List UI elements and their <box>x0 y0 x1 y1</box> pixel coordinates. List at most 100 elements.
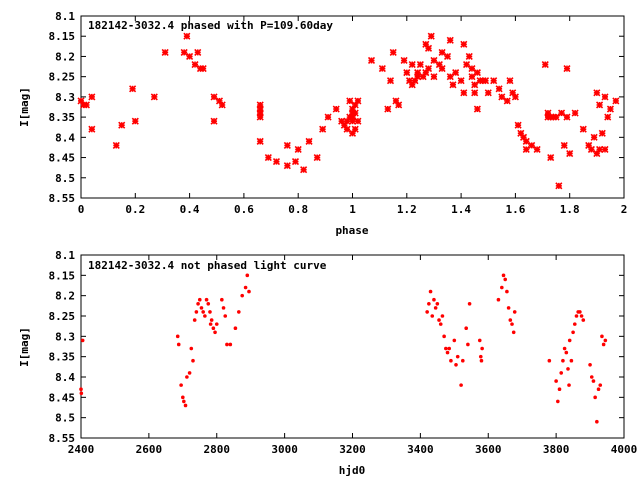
y-tick-label: 8.2 <box>55 290 75 303</box>
data-point <box>505 289 509 294</box>
data-point <box>416 60 424 69</box>
data-point <box>414 69 422 77</box>
data-point <box>563 113 571 121</box>
data-point <box>460 40 468 48</box>
data-point <box>233 326 238 331</box>
data-point <box>150 93 158 101</box>
data-point <box>422 69 430 77</box>
data-point <box>471 89 479 97</box>
data-point <box>606 105 614 113</box>
data-point <box>430 56 438 65</box>
data-point <box>129 85 137 93</box>
data-point <box>590 133 598 141</box>
data-point <box>424 65 433 73</box>
data-point <box>510 322 514 326</box>
data-point <box>455 354 460 359</box>
data-point <box>498 93 506 101</box>
axis-ticks: 2400 2600 2800 3000 3200 3400 3600 3800 4000 8.1 8… <box>49 249 638 456</box>
data-point <box>447 346 452 351</box>
x-tick-label: 0.2 <box>125 203 145 216</box>
data-point <box>511 330 516 335</box>
data-point <box>199 65 207 73</box>
data-point <box>208 322 213 326</box>
data-point <box>579 314 584 318</box>
data-point <box>579 125 587 133</box>
x-axis-label: hjd0 <box>339 464 366 477</box>
y-tick-label: 8.55 <box>49 432 76 445</box>
data-point <box>496 297 501 302</box>
data-point <box>612 97 620 105</box>
data-point <box>354 117 362 125</box>
data-point <box>118 121 126 129</box>
y-axis-label: I[mag] <box>18 327 31 367</box>
data-point <box>300 166 308 174</box>
x-tick-label: 1.6 <box>505 203 525 216</box>
data-point <box>557 109 566 117</box>
x-tick-label: 4000 <box>611 443 638 456</box>
data-point <box>471 81 479 89</box>
data-point <box>324 113 332 121</box>
y-tick-label: 8.15 <box>49 269 76 282</box>
y-tick-label: 8.5 <box>55 412 75 425</box>
data-point <box>272 158 281 166</box>
data-point <box>604 113 612 121</box>
data-point <box>264 153 272 162</box>
x-axis-label: phase <box>335 224 368 237</box>
phased-light-curve-panel: 182142-3032.4 phased with P=109.60day ph… <box>18 10 627 237</box>
data-point <box>283 141 291 149</box>
y-tick-label: 8.25 <box>49 71 76 84</box>
data-point <box>430 73 438 81</box>
data-point <box>462 60 471 69</box>
x-tick-label: 3400 <box>407 443 434 456</box>
data-point <box>533 145 541 154</box>
x-tick-label: 1 <box>349 203 356 216</box>
data-point <box>291 158 300 166</box>
data-point <box>473 105 481 113</box>
data-point <box>468 73 476 81</box>
y-tick-label: 8.3 <box>55 91 75 104</box>
data-point <box>595 419 599 424</box>
data-point <box>588 363 592 367</box>
data-point <box>495 85 503 93</box>
data-point <box>346 97 354 105</box>
x-tick-label: 1.8 <box>560 203 580 216</box>
data-point <box>209 318 214 322</box>
x-tick-label: 3200 <box>339 443 366 456</box>
x-tick-label: 1.2 <box>397 203 417 216</box>
data-point <box>564 350 569 355</box>
data-point <box>438 65 446 73</box>
data-point <box>512 310 517 314</box>
data-point <box>218 101 226 109</box>
data-point <box>601 342 606 347</box>
data-point <box>196 302 200 306</box>
data-point <box>283 162 291 170</box>
data-point <box>378 65 386 73</box>
data-point <box>598 129 606 137</box>
data-point <box>460 358 465 363</box>
data-point <box>587 145 595 154</box>
data-point <box>566 367 570 371</box>
data-point <box>554 379 558 383</box>
data-point <box>528 141 536 149</box>
data-points <box>79 273 608 424</box>
data-point <box>593 89 601 97</box>
data-point <box>511 93 519 101</box>
data-point <box>501 273 506 278</box>
data-point <box>457 77 465 85</box>
data-point <box>225 342 229 347</box>
data-point <box>547 153 555 162</box>
data-point <box>454 363 458 367</box>
data-point <box>408 60 416 69</box>
data-point <box>386 77 395 85</box>
data-point <box>88 93 96 101</box>
data-point <box>578 310 582 314</box>
data-point <box>427 302 431 306</box>
data-point <box>561 358 565 363</box>
data-point <box>514 121 522 129</box>
data-point <box>430 314 435 318</box>
data-point <box>500 285 504 290</box>
data-point <box>601 145 609 154</box>
data-point <box>199 306 204 310</box>
data-point <box>560 141 568 149</box>
data-point <box>440 314 445 318</box>
